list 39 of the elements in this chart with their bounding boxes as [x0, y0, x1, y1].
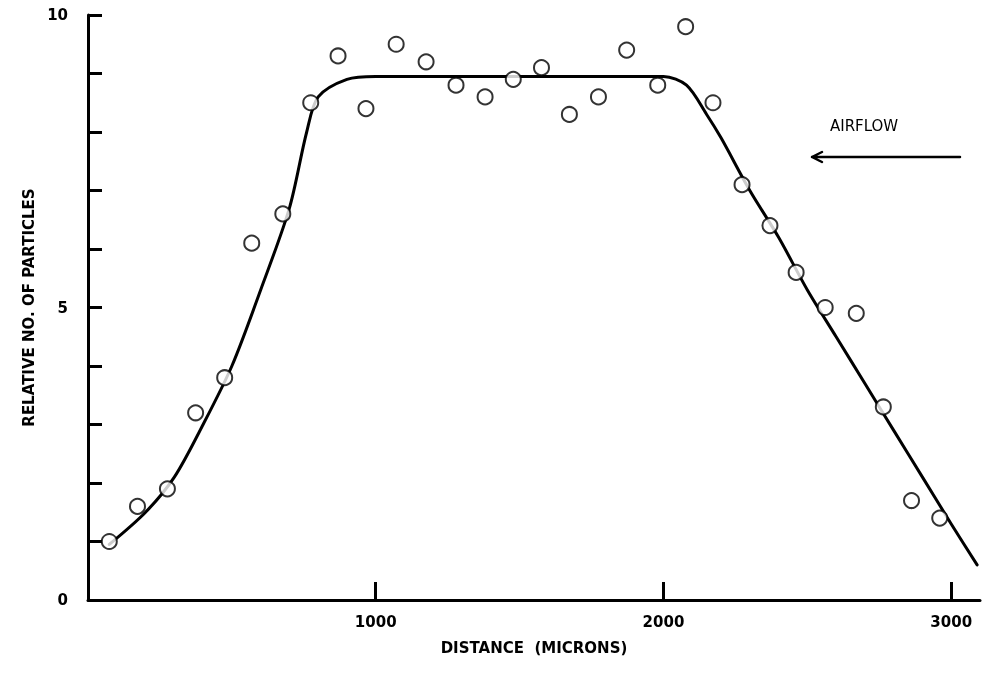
point: [677, 18, 695, 36]
point: [874, 398, 892, 416]
point: [129, 497, 146, 515]
point: [761, 217, 779, 235]
point: [733, 176, 751, 194]
x-tick-label: 3000: [930, 612, 973, 631]
x-tick-label: 1000: [354, 612, 397, 631]
point: [649, 76, 667, 94]
point: [931, 509, 949, 527]
point: [187, 404, 205, 422]
point: [274, 205, 292, 223]
point: [816, 299, 834, 316]
point: [476, 88, 494, 106]
point: [618, 41, 636, 59]
x-tick-label: 2000: [642, 612, 685, 631]
y-tick-label: 5: [57, 298, 68, 317]
point: [504, 70, 522, 88]
point: [357, 100, 375, 118]
x-axis-title: DISTANCE (MICRONS): [440, 638, 628, 657]
point: [447, 76, 465, 94]
point: [704, 94, 722, 112]
point: [903, 492, 921, 510]
point: [329, 47, 347, 65]
y-axis-title: RELATIVE NO. OF PARTICLES: [19, 188, 38, 427]
point: [100, 533, 118, 550]
point: [387, 35, 405, 53]
annotation: AIRFLOW: [830, 116, 899, 135]
point: [302, 94, 320, 112]
y-tick-label: 10: [47, 6, 68, 24]
point: [589, 88, 607, 106]
y-tick-label: 0: [57, 591, 68, 609]
point: [243, 234, 261, 252]
point: [216, 369, 234, 387]
point: [560, 105, 578, 123]
point: [417, 53, 435, 71]
point: [847, 304, 865, 322]
point: [533, 59, 550, 77]
point: [787, 263, 805, 281]
point: [158, 480, 176, 498]
